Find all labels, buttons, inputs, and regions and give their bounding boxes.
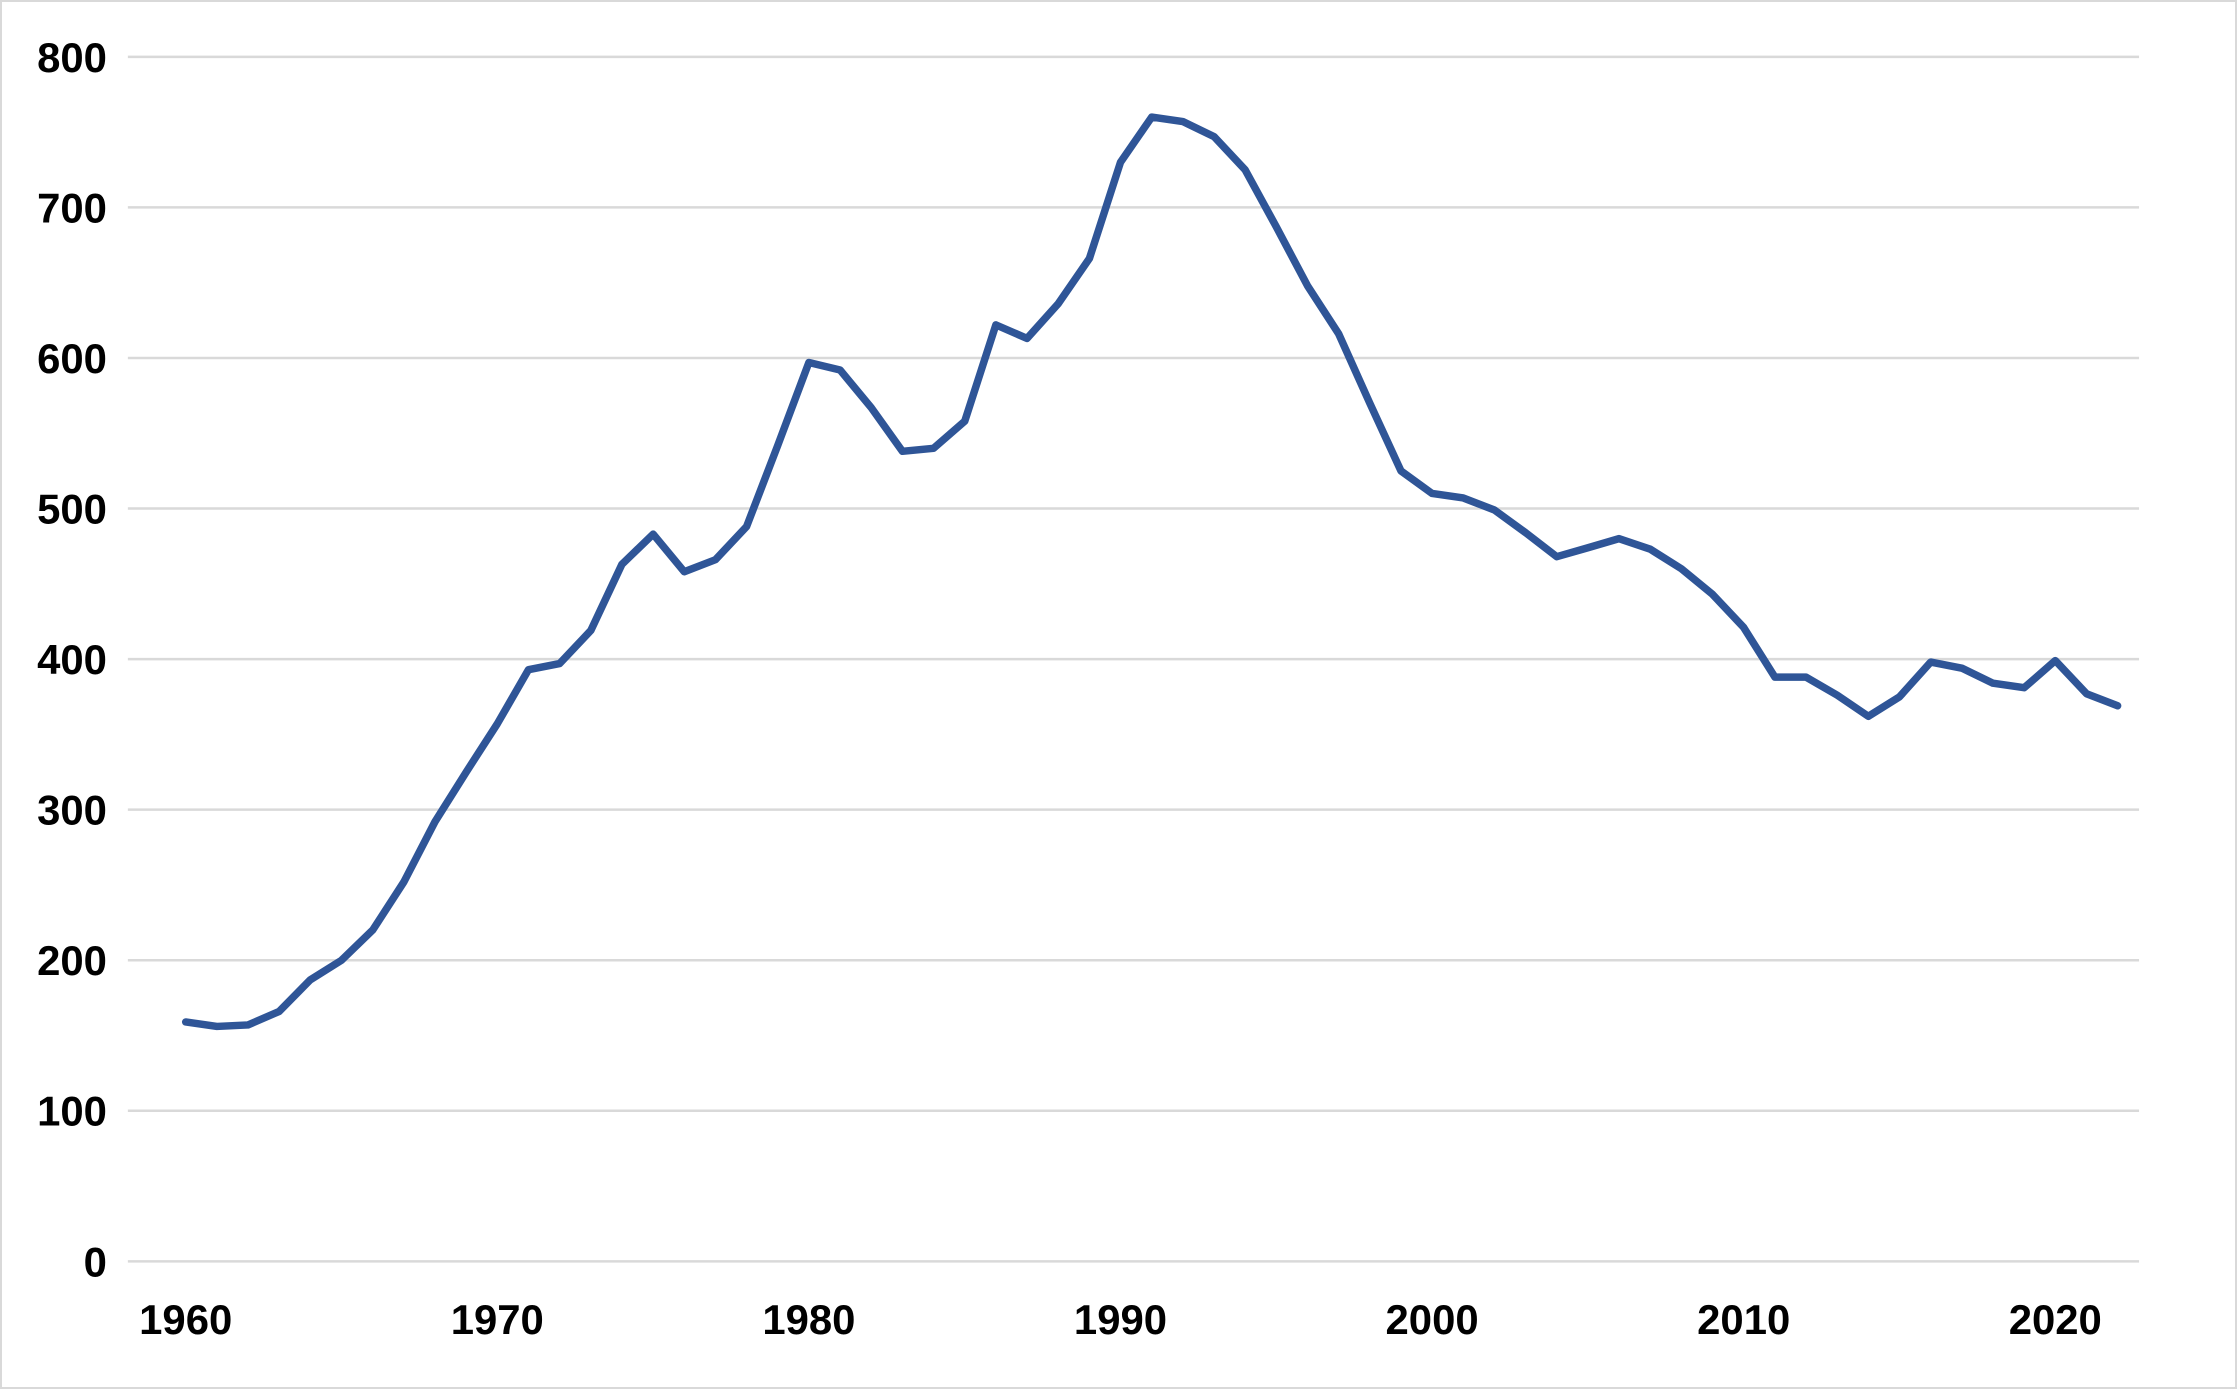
- y-tick-label: 500: [37, 485, 107, 532]
- x-tick-label: 1960: [139, 1296, 232, 1343]
- y-tick-label: 700: [37, 184, 107, 231]
- y-tick-label: 600: [37, 335, 107, 382]
- y-tick-label: 800: [37, 34, 107, 81]
- y-tick-label: 400: [37, 636, 107, 683]
- x-tick-label: 2000: [1386, 1296, 1479, 1343]
- x-tick-label: 2010: [1697, 1296, 1790, 1343]
- y-tick-label: 0: [84, 1238, 107, 1285]
- x-tick-label: 1980: [762, 1296, 855, 1343]
- data-series-line: [181, 113, 2122, 1031]
- y-tick-label: 200: [37, 937, 107, 984]
- x-tick-label: 1990: [1074, 1296, 1167, 1343]
- x-tick-label: 1970: [451, 1296, 544, 1343]
- y-tick-label: 300: [37, 787, 107, 834]
- x-tick-label: 2020: [2009, 1296, 2102, 1343]
- y-tick-label: 100: [37, 1088, 107, 1135]
